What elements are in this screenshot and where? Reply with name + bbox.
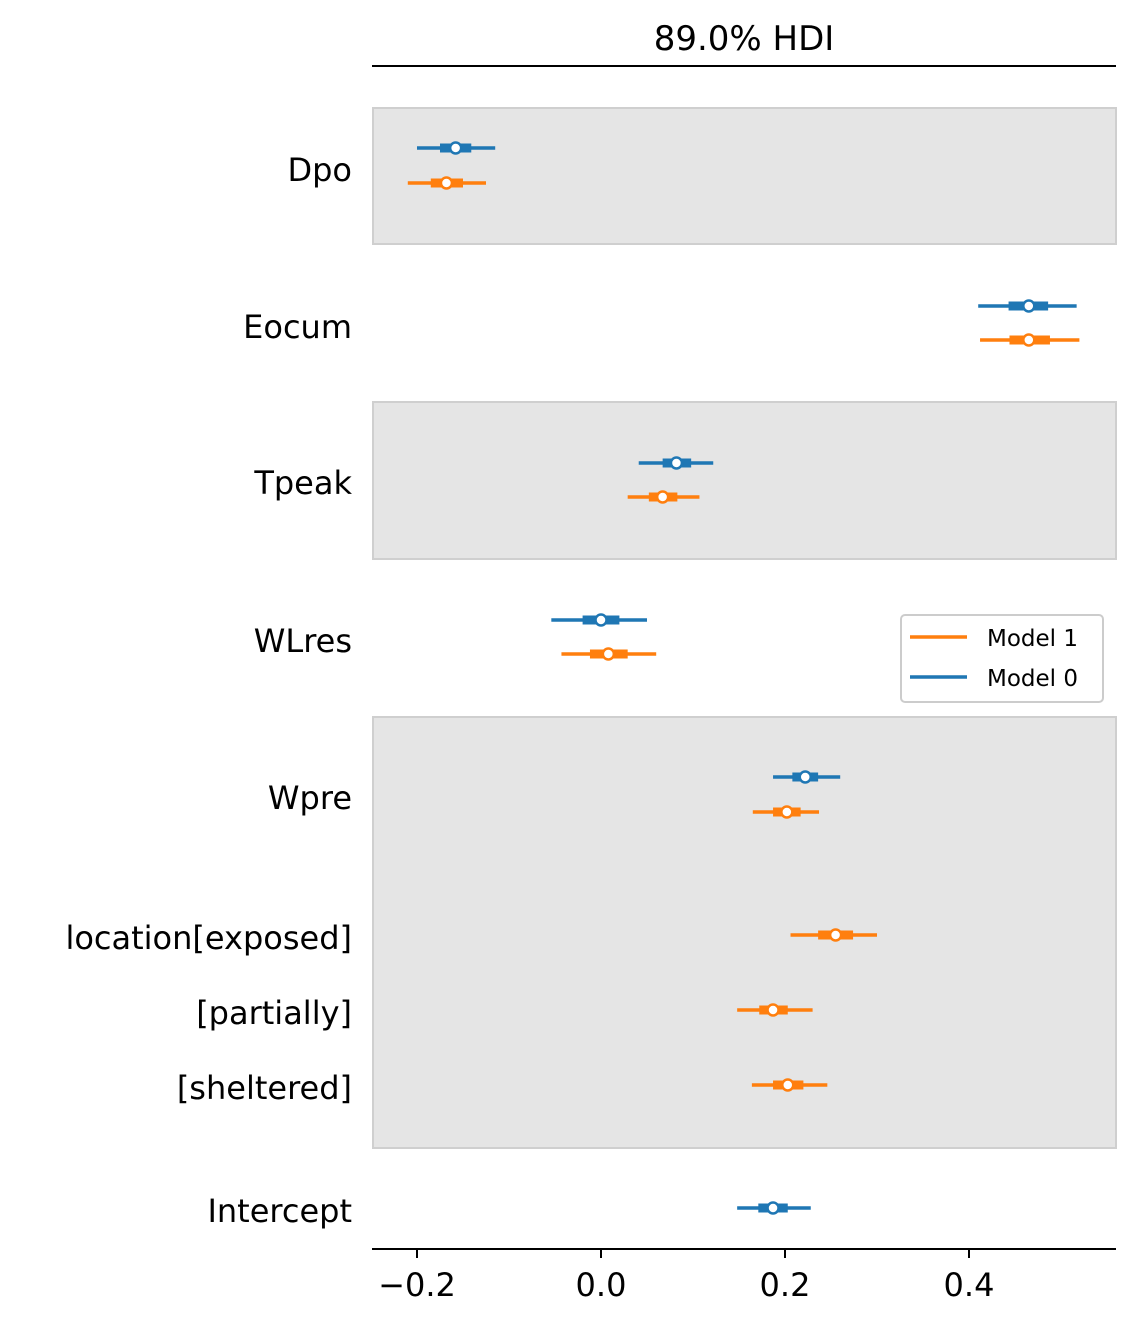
x-tick-label: 0.4 — [944, 1266, 995, 1304]
mean-point — [669, 456, 684, 470]
mean-point — [780, 805, 794, 819]
mean-point — [655, 490, 670, 504]
mean-point — [601, 647, 616, 661]
mean-point — [1022, 333, 1036, 347]
x-tick-label: 0.0 — [576, 1266, 627, 1304]
legend-label: Model 1 — [987, 626, 1078, 652]
group-band-tpeak — [372, 401, 1117, 560]
y-label: Dpo — [287, 151, 352, 189]
chart-title: 89.0% HDI — [654, 19, 835, 59]
mean-point — [439, 176, 454, 190]
group-bands — [372, 107, 1117, 1149]
mean-point — [766, 1003, 780, 1017]
plot-marks — [407, 141, 1080, 1215]
mean-point — [781, 1078, 795, 1092]
y-label: [partially] — [196, 994, 352, 1032]
mean-point — [828, 928, 843, 942]
y-label: Intercept — [207, 1192, 352, 1230]
mean-point — [798, 770, 812, 784]
group-band-wpre_location — [372, 716, 1117, 1149]
y-label: [sheltered] — [177, 1069, 352, 1107]
legend: Model 1 Model 0 — [900, 614, 1104, 703]
mean-point — [1022, 299, 1036, 313]
mean-point — [448, 141, 463, 155]
y-labels: Dpo Eocum Tpeak WLres Wpre location[exposed] [… — [65, 151, 352, 1230]
y-label: Eocum — [243, 308, 352, 346]
legend-label: Model 0 — [987, 666, 1078, 692]
x-tick-label: −0.2 — [378, 1266, 456, 1304]
group-band-dpo — [372, 107, 1117, 245]
mean-point — [594, 613, 608, 627]
y-label: location[exposed] — [65, 919, 352, 957]
x-axis: −0.2 0.0 0.2 0.4 — [378, 1249, 994, 1304]
mean-point — [766, 1201, 780, 1215]
x-tick-label: 0.2 — [760, 1266, 811, 1304]
y-label: Tpeak — [253, 464, 352, 502]
y-label: WLres — [254, 622, 352, 660]
y-label: Wpre — [268, 779, 352, 817]
